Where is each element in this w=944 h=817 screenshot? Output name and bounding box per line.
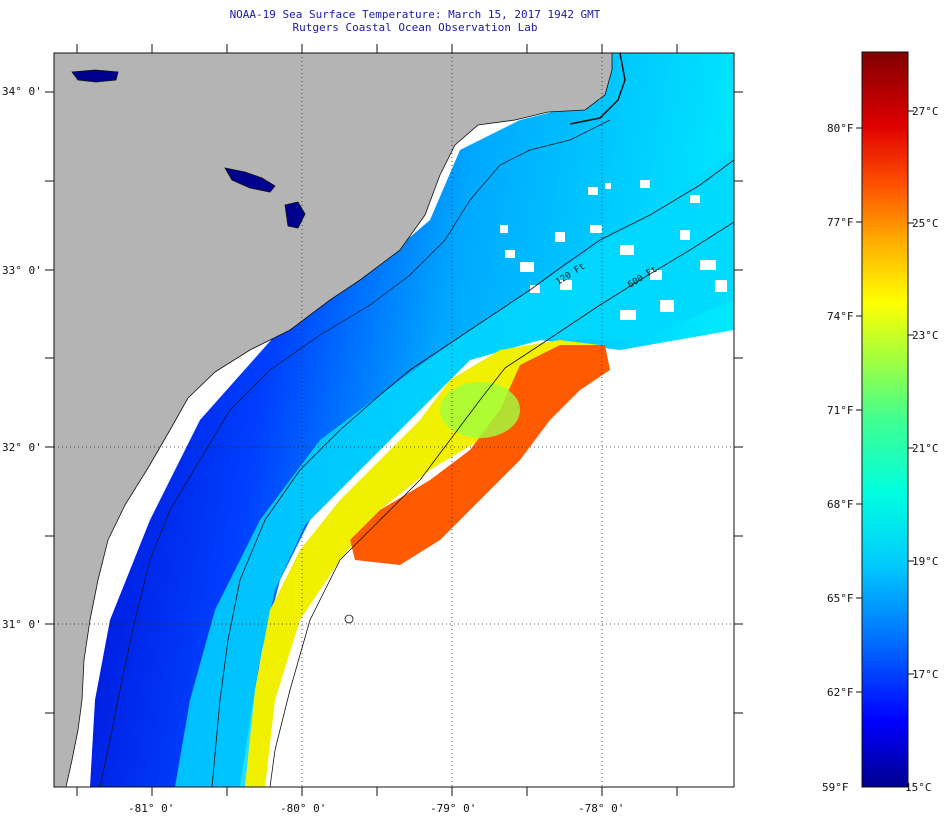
colorbar-c-17: 17°C [912,668,939,681]
cloud-flecks [500,180,727,320]
colorbar-c-19: 19°C [912,555,939,568]
lon-label-78: -78° 0' [578,802,624,815]
outer-banks [569,53,626,125]
colorbar-c-21: 21°C [912,442,939,455]
colorbar-gradient [861,51,909,788]
lake-marion [284,201,306,229]
colorbar-f-74: 74°F [827,310,854,323]
warm-eddy [440,382,520,438]
cloud-no-data [270,330,734,787]
colorbar: 80°F 77°F 74°F 71°F 68°F 65°F 62°F 59°F … [822,51,939,794]
lon-label-81: -81° 0' [128,802,174,815]
map-title: NOAA-19 Sea Surface Temperature: March 1… [229,8,601,21]
colorbar-f-62: 62°F [827,686,854,699]
lat-label-32: 32° 0' [2,441,42,454]
lat-label-33: 33° 0' [2,264,42,277]
map-subtitle: Rutgers Coastal Ocean Observation Lab [292,21,538,34]
colorbar-f-71: 71°F [827,404,854,417]
colorbar-min-f: 59°F [822,781,849,794]
map-border [53,52,735,788]
colorbar-c-23: 23°C [912,329,939,342]
land-mass [54,53,613,787]
colorbar-f-68: 68°F [827,498,854,511]
lat-label-31: 31° 0' [2,618,42,631]
lake-moultrie [224,167,276,193]
lon-label-80: -80° 0' [280,802,326,815]
gulf-stream-core [350,345,610,565]
lon-label-79: -79° 0' [430,802,476,815]
colorbar-f-77: 77°F [827,216,854,229]
station-marker [344,614,354,624]
inner-shelf-contour [99,119,611,787]
colorbar-c-25: 25°C [912,217,939,230]
inland-lake-nw [71,69,119,83]
lat-label-34: 34° 0' [2,85,42,98]
isobath-120ft-line [211,159,734,787]
colorbar-c-27: 27°C [912,105,939,118]
colorbar-min-c: 15°C [905,781,932,794]
gulf-stream-front [245,340,600,787]
isobath-600ft-line [269,221,734,787]
axis-ticks [45,44,743,796]
colorbar-f-65: 65°F [827,592,854,605]
graticule [54,53,734,787]
sst-field [54,53,734,787]
colorbar-ticks [856,110,914,693]
colorbar-f-80: 80°F [827,122,854,135]
